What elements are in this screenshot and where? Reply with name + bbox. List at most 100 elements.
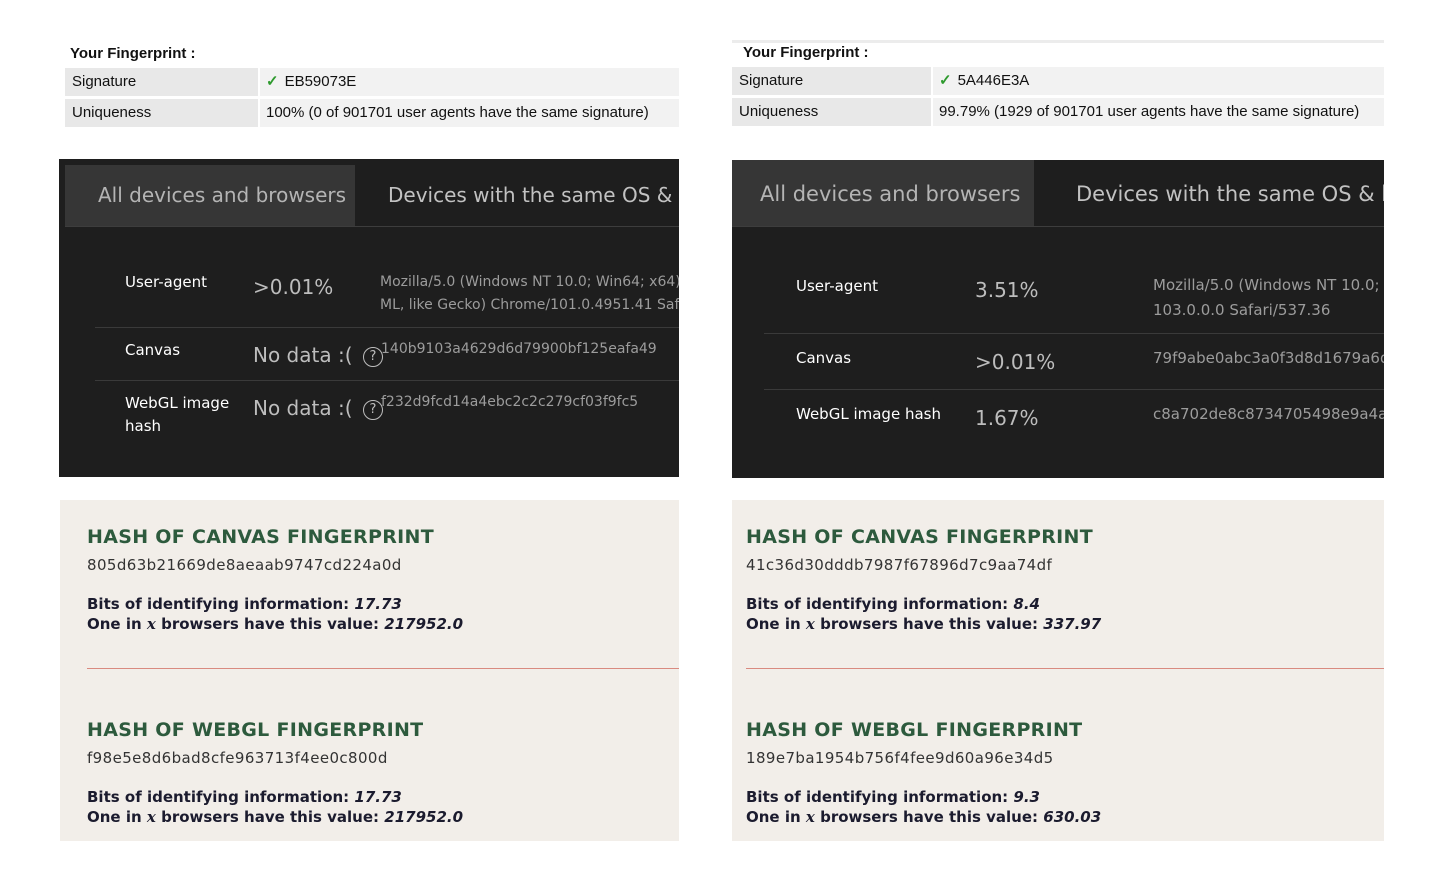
value-line: 103.0.0.0 Safari/537.36 [1153,301,1331,319]
uniqueness-label: Uniqueness [732,98,931,126]
value-line: ML, like Gecko) Chrome/101.0.4951.41 Saf… [380,297,679,313]
one-in-label-tail: browsers have this value: [161,615,380,633]
one-in-label: One in [746,615,801,633]
tab-all-devices[interactable]: All devices and browsers [732,160,1034,226]
section-title: HASH OF CANVAS FINGERPRINT [746,526,1093,548]
help-icon[interactable]: ? [363,400,383,420]
tab-same-os-browser[interactable]: Devices with the same OS & bro [1076,182,1384,206]
row-value: f232d9fcd14a4ebc2c2c279cf03f9fc5 [381,394,639,410]
signature-value-cell: ✓ 5A446E3A [933,67,1384,95]
canvas-hash-section: HASH OF CANVAS FINGERPRINT 41c36d30dddb7… [746,524,1384,634]
row-value: c8a702de8c8734705498e9a4a6 [1153,405,1384,423]
tab-same-os-browser[interactable]: Devices with the same OS & bro [388,183,679,207]
stats-panel: All devices and browsers Devices with th… [59,159,679,477]
row-webgl-image-hash: WebGL image hash No data :( ? f232d9fcd1… [95,381,679,471]
uniqueness-row: Uniqueness 100% (0 of 901701 user agents… [65,99,679,127]
row-webgl-image-hash: WebGL image hash 1.67% c8a702de8c8734705… [764,390,1384,470]
stats-panel: All devices and browsers Devices with th… [732,160,1384,478]
row-label: User-agent [125,273,207,291]
fingerprint-table: Your Fingerprint : Signature ✓ EB59073E U… [65,40,679,130]
uniqueness-label: Uniqueness [65,99,258,127]
variable-x: x [146,808,156,826]
variable-x: x [805,615,815,633]
webgl-hash-section: HASH OF WEBGL FINGERPRINT 189e7ba1954b75… [746,717,1384,827]
one-in-value: 217952.0 [384,615,464,633]
row-canvas: Canvas No data :( ? 140b9103a4629d6d7990… [95,328,679,381]
row-percentage: No data :( [253,396,353,420]
bits-value: 17.73 [354,788,402,806]
row-percentage: 1.67% [975,406,1039,430]
one-in-label-tail: browsers have this value: [820,615,1039,633]
row-label: Canvas [125,341,181,359]
row-label: Canvas [796,349,852,367]
signature-value: EB59073E [284,73,357,90]
row-value: Mozilla/5.0 (Windows NT 10.0; W 103.0.0.… [1153,273,1384,323]
canvas-hash-section: HASH OF CANVAS FINGERPRINT 805d63b21669d… [87,524,679,634]
fingerprint-title: Your Fingerprint : [743,44,869,61]
row-value: 79f9abe0abc3a0f3d8d1679a6d7 [1153,349,1384,367]
bits-info: Bits of identifying information: 17.73 O… [87,787,679,827]
fingerprint-table: Your Fingerprint : Signature ✓ 5A446E3A U… [732,40,1384,129]
row-label: WebGL image hash [125,392,229,438]
hash-info-panel: HASH OF CANVAS FINGERPRINT 805d63b21669d… [60,500,679,841]
section-divider [87,668,679,669]
hash-value: f98e5e8d6bad8cfe963713f4ee0c800d [87,749,388,767]
row-percentage: 3.51% [975,278,1039,302]
section-title: HASH OF WEBGL FINGERPRINT [87,719,424,741]
section-title: HASH OF WEBGL FINGERPRINT [746,719,1083,741]
check-icon: ✓ [939,72,952,89]
webgl-hash-section: HASH OF WEBGL FINGERPRINT f98e5e8d6bad8c… [87,717,679,827]
bits-info: Bits of identifying information: 9.3 One… [746,787,1384,827]
tab-bar: All devices and browsers Devices with th… [732,160,1384,227]
tab-all-devices[interactable]: All devices and browsers [65,165,355,226]
one-in-label-tail: browsers have this value: [161,808,380,826]
one-in-value: 337.97 [1043,615,1102,633]
row-label: WebGL image hash [796,405,941,423]
uniqueness-value: 100% (0 of 901701 user agents have the s… [260,99,679,127]
signature-row: Signature ✓ EB59073E [65,68,679,96]
label-line: WebGL image [125,394,230,412]
row-percentage: No data :( [253,343,353,367]
one-in-label: One in [87,808,142,826]
one-in-value: 630.03 [1043,808,1102,826]
value-line: Mozilla/5.0 (Windows NT 10.0; Win64; x64… [380,274,679,290]
check-icon: ✓ [266,73,279,90]
bits-info: Bits of identifying information: 17.73 O… [87,594,679,634]
bits-info: Bits of identifying information: 8.4 One… [746,594,1384,634]
variable-x: x [805,808,815,826]
one-in-label-tail: browsers have this value: [820,808,1039,826]
one-in-label: One in [746,808,801,826]
row-value: 140b9103a4629d6d79900bf125eafa49 [381,341,657,357]
fingerprint-title: Your Fingerprint : [70,45,196,62]
bits-value: 8.4 [1013,595,1040,613]
hash-value: 41c36d30dddb7987f67896d7c9aa74df [746,556,1053,574]
uniqueness-value: 99.79% (1929 of 901701 user agents have … [933,98,1384,126]
hash-value: 189e7ba1954b756f4fee9d60a96e34d5 [746,749,1054,767]
tab-bar: All devices and browsers Devices with th… [65,165,679,227]
one-in-value: 217952.0 [384,808,464,826]
bits-label: Bits of identifying information: [746,595,1009,613]
help-icon[interactable]: ? [363,347,383,367]
row-percentage: >0.01% [975,350,1056,374]
signature-label: Signature [65,68,258,96]
row-user-agent: User-agent >0.01% Mozilla/5.0 (Windows N… [95,227,679,328]
hash-info-panel: HASH OF CANVAS FINGERPRINT 41c36d30dddb7… [732,500,1384,841]
bits-label: Bits of identifying information: [87,788,350,806]
signature-value-cell: ✓ EB59073E [260,68,679,96]
value-line: Mozilla/5.0 (Windows NT 10.0; W [1153,276,1384,294]
signature-row: Signature ✓ 5A446E3A [732,67,1384,95]
section-title: HASH OF CANVAS FINGERPRINT [87,526,434,548]
row-canvas: Canvas >0.01% 79f9abe0abc3a0f3d8d1679a6d… [764,334,1384,390]
label-line: hash [125,417,162,435]
signature-value: 5A446E3A [957,72,1030,89]
uniqueness-row: Uniqueness 99.79% (1929 of 901701 user a… [732,98,1384,126]
section-divider [746,668,1384,669]
variable-x: x [146,615,156,633]
bits-label: Bits of identifying information: [746,788,1009,806]
row-user-agent: User-agent 3.51% Mozilla/5.0 (Windows NT… [764,226,1384,334]
row-label: User-agent [796,277,878,295]
one-in-label: One in [87,615,142,633]
signature-label: Signature [732,67,931,95]
hash-value: 805d63b21669de8aeaab9747cd224a0d [87,556,402,574]
bits-label: Bits of identifying information: [87,595,350,613]
